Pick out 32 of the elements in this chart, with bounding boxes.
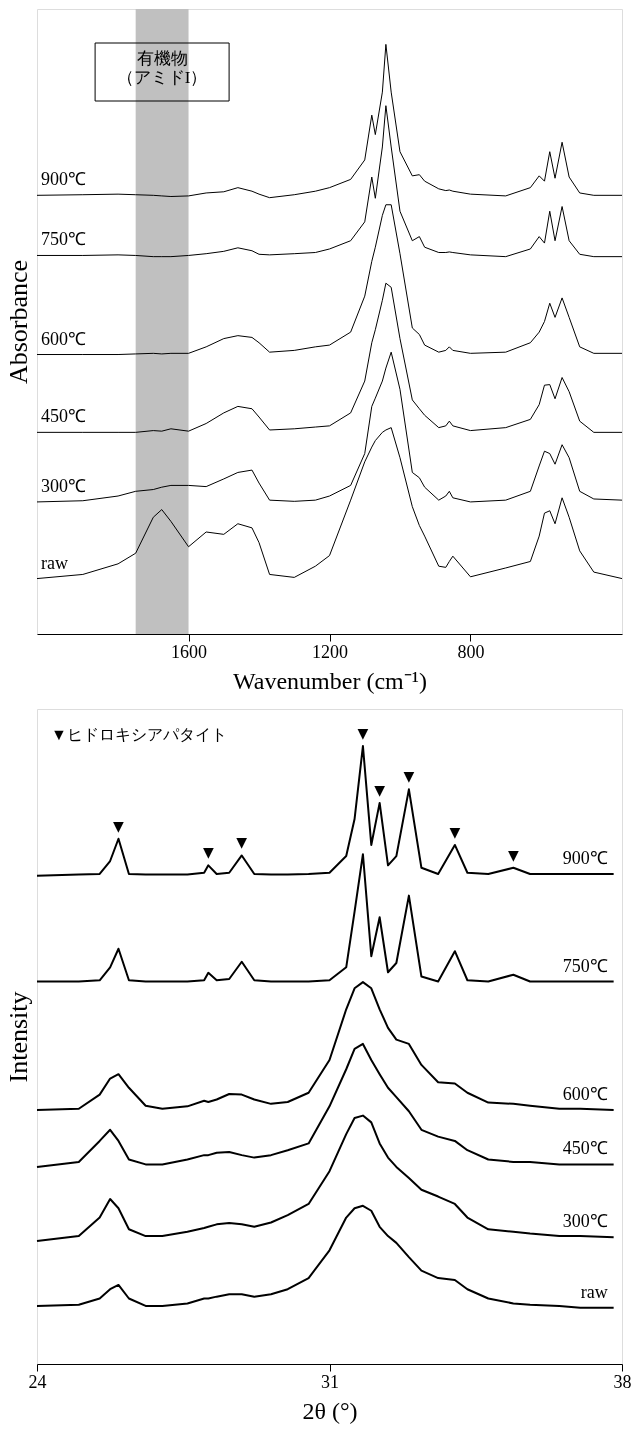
- x-tick-label: 31: [321, 1371, 339, 1392]
- annotation: ▼: [449, 823, 461, 840]
- annotation: ▼: [374, 781, 386, 798]
- series-label: 900℃: [41, 169, 86, 190]
- band-label: 有機物（アミドI）: [116, 49, 208, 87]
- series-label: 300℃: [41, 475, 86, 496]
- x-tick-label: 38: [613, 1371, 632, 1392]
- x-tick-label: 800: [457, 641, 485, 662]
- x-axis-title: Wavenumber (cm⁻¹): [233, 667, 427, 694]
- x-axis-title: 2θ (°): [302, 1397, 358, 1424]
- x-tick-label: 1200: [312, 641, 348, 662]
- series-label: 750℃: [41, 229, 86, 250]
- series-label: 300℃: [562, 1211, 608, 1232]
- annotation: ▼: [202, 844, 214, 861]
- series-label: 750℃: [562, 955, 608, 976]
- annotation: ▼: [113, 817, 125, 834]
- series-label: 450℃: [41, 406, 86, 427]
- series-label: raw: [41, 552, 68, 573]
- x-tick-label: 24: [28, 1371, 47, 1392]
- annotation: ▼: [507, 846, 519, 863]
- series-label: 900℃: [562, 847, 608, 868]
- annotation: ▼: [403, 768, 415, 785]
- annotation: ▼: [236, 834, 248, 851]
- y-axis-title: Absorbance: [3, 259, 33, 385]
- annotation: ▼: [357, 725, 369, 742]
- series-label: 600℃: [562, 1084, 608, 1105]
- y-axis-title: Intensity: [3, 991, 33, 1083]
- series-label: 600℃: [41, 328, 86, 349]
- text: ▼ヒドロキシアパタイト: [51, 726, 227, 743]
- series-label: raw: [580, 1281, 608, 1302]
- series-label: 450℃: [562, 1138, 608, 1159]
- x-tick-label: 1600: [171, 641, 208, 662]
